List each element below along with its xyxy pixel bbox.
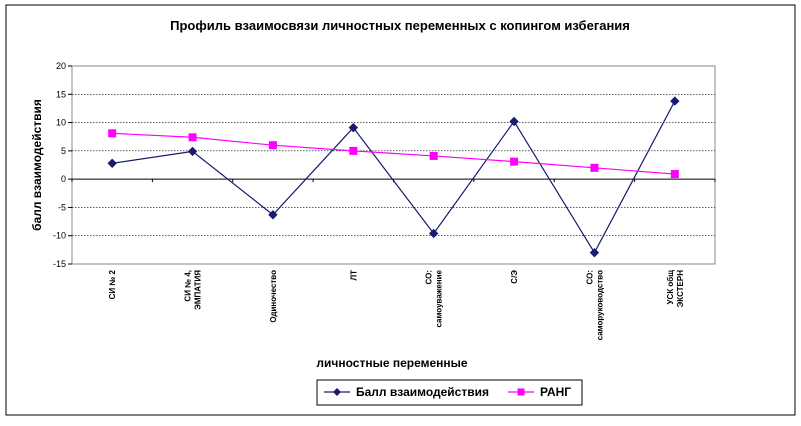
data-point bbox=[268, 141, 277, 150]
x-category-label: СО: bbox=[585, 270, 594, 284]
legend-box bbox=[316, 379, 583, 406]
plot-area bbox=[71, 65, 716, 265]
x-category-label: С/Э bbox=[510, 270, 519, 284]
y-tick-label: 10 bbox=[56, 118, 66, 128]
y-tick-label: 15 bbox=[56, 89, 66, 99]
data-point bbox=[670, 170, 679, 179]
x-category-label: СИ № 4, bbox=[184, 270, 193, 302]
data-point bbox=[589, 247, 600, 258]
y-tick-label: 20 bbox=[56, 61, 66, 71]
data-point bbox=[188, 133, 197, 142]
chart-title: Профиль взаимосвязи личностных переменны… bbox=[170, 18, 630, 33]
data-point bbox=[108, 129, 117, 138]
legend: Балл взаимодействия РАНГ bbox=[316, 379, 583, 406]
x-category-label: Одиночество bbox=[269, 270, 278, 323]
x-category-label: ЭМПАТИЯ bbox=[194, 270, 203, 310]
series-line bbox=[112, 100, 676, 254]
x-category-label: саморуководство bbox=[595, 270, 604, 340]
data-point bbox=[429, 151, 438, 160]
data-point bbox=[509, 116, 519, 127]
data-point bbox=[590, 163, 599, 172]
series-line bbox=[112, 132, 675, 175]
legend-marker bbox=[517, 388, 525, 396]
data-point bbox=[187, 146, 198, 157]
y-axis-ticks: -15 -10 -5 0 5 10 15 20 bbox=[53, 61, 72, 269]
x-axis-label: личностные переменные bbox=[316, 356, 468, 370]
legend-label: Балл взаимодействия bbox=[356, 385, 489, 399]
y-tick-label: 5 bbox=[61, 146, 66, 156]
x-category-label: УСК общ bbox=[666, 270, 675, 305]
data-point bbox=[428, 228, 439, 239]
y-tick-label: -15 bbox=[53, 259, 66, 269]
y-tick-label: -5 bbox=[58, 202, 66, 212]
x-category-label: ЛТ bbox=[349, 270, 358, 281]
data-point bbox=[510, 157, 519, 166]
data-point bbox=[107, 158, 117, 169]
legend-marker bbox=[333, 388, 341, 396]
x-axis-categories: СИ № 2 СИ № 4, ЭМПАТИЯ Одиночество ЛТ СО: само… bbox=[71, 179, 716, 340]
data-point bbox=[268, 210, 278, 220]
data-point bbox=[349, 146, 358, 155]
x-category-label: самоуважение bbox=[435, 269, 444, 327]
series-layer bbox=[107, 96, 680, 258]
y-axis-label: балл взаимодействия bbox=[30, 99, 44, 231]
data-point bbox=[348, 122, 359, 133]
legend-label: РАНГ bbox=[540, 385, 571, 399]
y-tick-label: -10 bbox=[53, 231, 66, 241]
data-point bbox=[670, 96, 680, 106]
x-category-label: СО: bbox=[425, 270, 434, 284]
x-category-label: ЭКСТЕРН bbox=[676, 270, 685, 308]
y-tick-label: 0 bbox=[61, 174, 66, 184]
x-category-label: СИ № 2 bbox=[108, 269, 117, 299]
